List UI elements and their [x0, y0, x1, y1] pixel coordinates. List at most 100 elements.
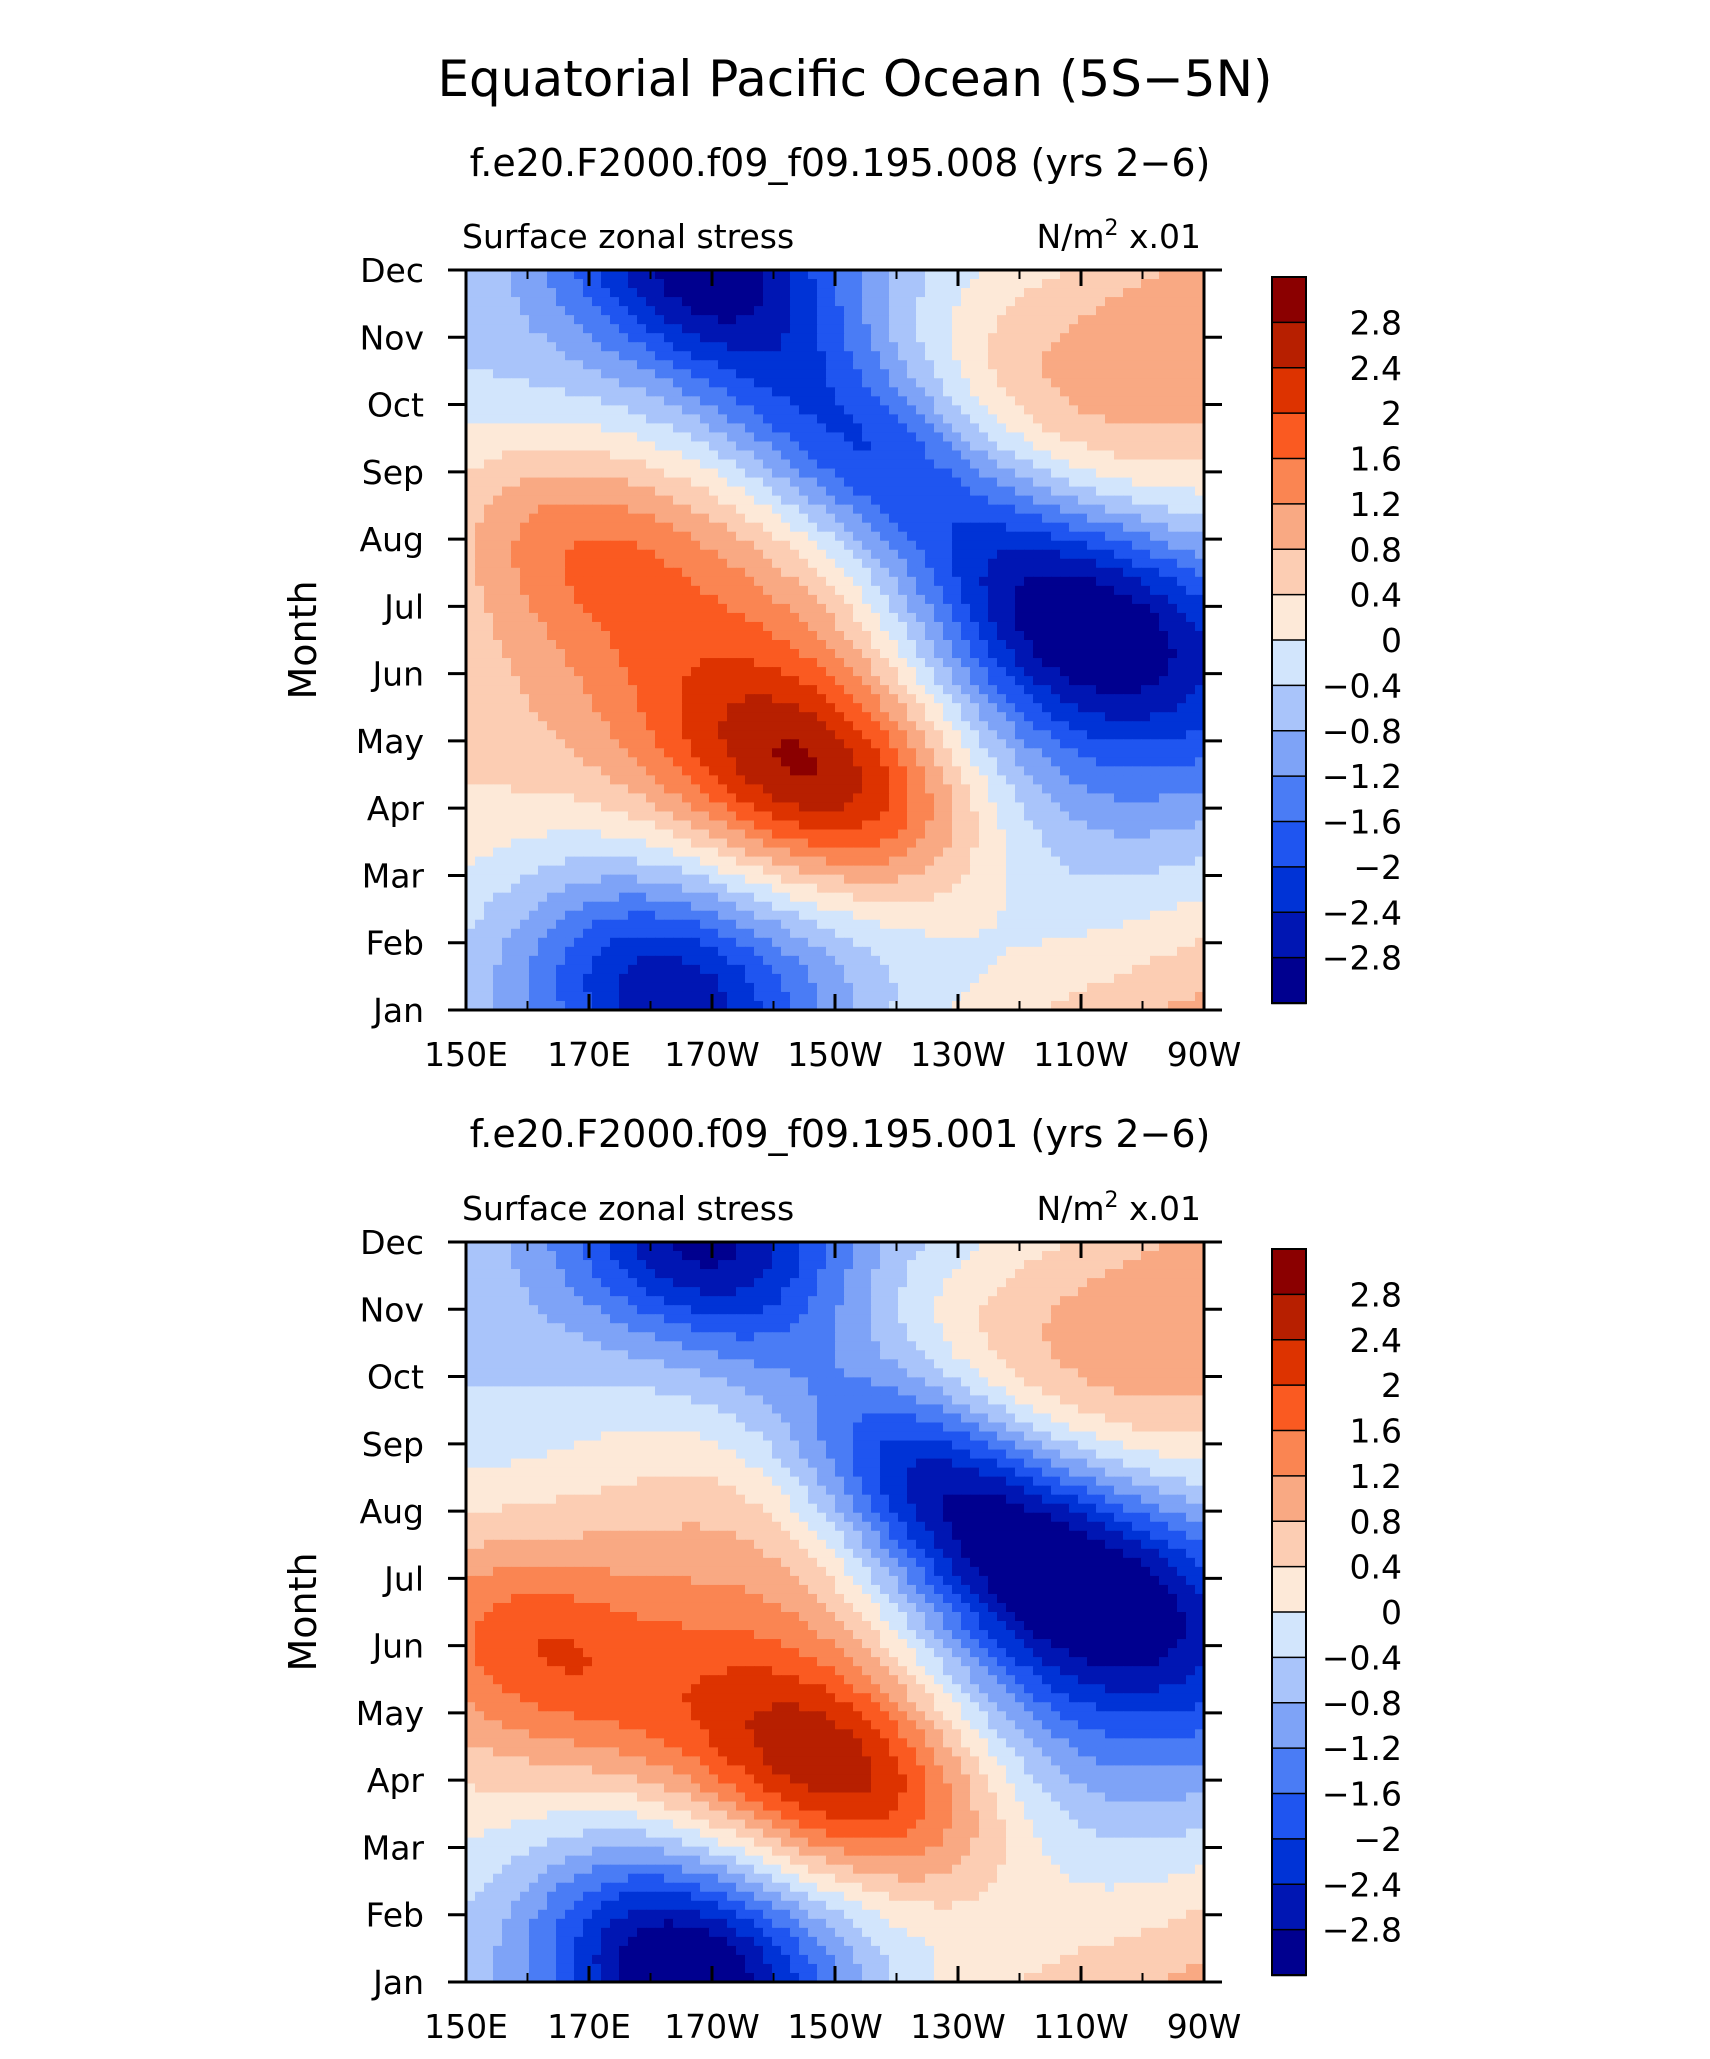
contour-cell	[772, 405, 782, 415]
contour-cell	[898, 360, 908, 370]
contour-cell	[997, 612, 1007, 623]
contour-cell	[1141, 621, 1151, 632]
contour-cell	[1033, 784, 1043, 795]
contour-cell	[1051, 369, 1061, 379]
contour-cell	[862, 324, 872, 334]
contour-cell	[538, 793, 548, 804]
contour-cell	[1060, 603, 1070, 614]
contour-cell	[952, 594, 962, 605]
contour-cell	[538, 630, 548, 641]
contour-cell	[673, 621, 683, 632]
contour-cell	[835, 712, 845, 722]
contour-cell	[1168, 739, 1178, 749]
contour-cell	[1060, 450, 1070, 461]
contour-cell	[1069, 495, 1079, 506]
contour-cell	[601, 730, 611, 740]
contour-cell	[1006, 450, 1016, 461]
contour-cell	[781, 351, 791, 361]
contour-cell	[970, 766, 980, 776]
contour-cell	[817, 405, 827, 415]
contour-cell	[781, 739, 791, 749]
contour-cell	[601, 441, 611, 452]
contour-cell	[709, 297, 719, 307]
contour-cell	[853, 667, 863, 677]
contour-cell	[574, 279, 584, 289]
contour-cell	[988, 721, 998, 731]
contour-cell	[745, 279, 755, 289]
contour-cell	[1060, 576, 1070, 587]
contour-cell	[925, 793, 935, 804]
contour-cell	[1087, 703, 1097, 713]
contour-cell	[1033, 378, 1043, 388]
contour-cell	[916, 477, 926, 488]
contour-cell	[592, 612, 602, 623]
contour-cell	[898, 811, 908, 822]
contour-cell	[736, 585, 746, 596]
contour-cell	[745, 712, 755, 722]
contour-cell	[583, 784, 593, 795]
contour-cell	[565, 459, 575, 470]
contour-cell	[916, 369, 926, 379]
contour-cell	[691, 405, 701, 415]
contour-cell	[1168, 477, 1178, 488]
contour-cell	[1024, 739, 1034, 749]
contour-cell	[493, 585, 503, 596]
contour-cell	[952, 378, 962, 388]
contour-cell	[502, 324, 512, 334]
contour-cell	[700, 621, 710, 632]
contour-cell	[745, 640, 755, 650]
contour-cell	[556, 459, 566, 470]
contour-cell	[610, 630, 620, 641]
contour-cell	[862, 531, 872, 542]
contour-cell	[1123, 423, 1133, 434]
contour-cell	[745, 351, 755, 361]
contour-cell	[655, 414, 665, 425]
contour-cell	[727, 649, 737, 659]
contour-cell	[979, 757, 989, 767]
contour-cell	[961, 703, 971, 713]
contour-cell	[529, 351, 539, 361]
contour-cell	[1114, 414, 1124, 425]
contour-cell	[637, 630, 647, 641]
contour-cell	[493, 685, 503, 695]
contour-cell	[1015, 793, 1025, 804]
contour-cell	[808, 495, 818, 506]
contour-cell	[511, 378, 521, 388]
contour-cell	[556, 306, 566, 316]
contour-cell	[862, 549, 872, 560]
contour-cell	[880, 270, 890, 280]
contour-cell	[1006, 685, 1016, 695]
contour-cell	[1159, 594, 1169, 605]
contour-cell	[1123, 279, 1133, 289]
contour-cell	[808, 612, 818, 623]
contour-cell	[799, 594, 809, 605]
contour-cell	[610, 603, 620, 614]
contour-cell	[655, 333, 665, 343]
contour-cell	[1159, 477, 1169, 488]
contour-cell	[1114, 748, 1124, 758]
contour-cell	[1195, 351, 1204, 361]
contour-cell	[1087, 531, 1097, 542]
contour-cell	[790, 630, 800, 641]
contour-cell	[583, 504, 593, 515]
contour-cell	[709, 640, 719, 650]
contour-cell	[889, 567, 899, 578]
contour-cell	[628, 703, 638, 713]
contour-cell	[655, 288, 665, 298]
contour-cell	[754, 387, 764, 397]
contour-cell	[547, 297, 557, 307]
contour-cell	[547, 784, 557, 795]
contour-cell	[565, 288, 575, 298]
contour-cell	[1159, 630, 1169, 641]
contour-cell	[655, 360, 665, 370]
contour-cell	[970, 712, 980, 722]
contour-cell	[475, 775, 485, 785]
contour-cell	[880, 288, 890, 298]
contour-cell	[1150, 694, 1160, 704]
contour-cell	[1132, 414, 1142, 425]
contour-cell	[826, 450, 836, 461]
contour-cell	[970, 802, 980, 813]
contour-cell	[790, 396, 800, 406]
contour-cell	[628, 504, 638, 515]
contour-cell	[961, 522, 971, 533]
